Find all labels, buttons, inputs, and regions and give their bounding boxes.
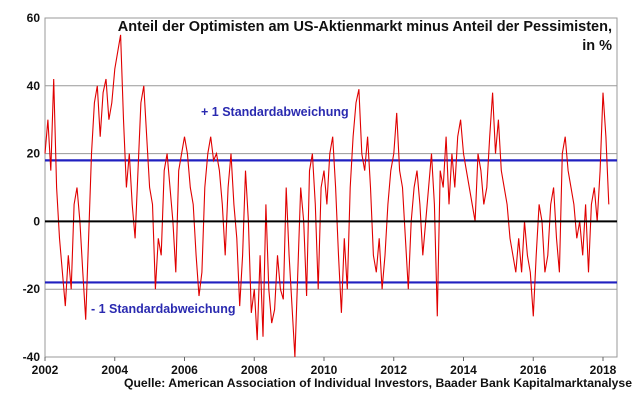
x-tick-label: 2014 — [450, 363, 477, 377]
series-line — [44, 34, 610, 358]
x-tick-label: 2004 — [101, 363, 128, 377]
gridlines — [45, 17, 617, 358]
chart-title-line1: Anteil der Optimisten am US-Aktienmarkt … — [118, 19, 612, 35]
plus-sd-label: + 1 Standardabweichung — [201, 105, 349, 119]
x-tick-label: 2006 — [171, 363, 198, 377]
y-axis-ticks: 60 40 20 0 -20 -40 — [23, 11, 41, 364]
x-tick-label: 2008 — [241, 363, 268, 377]
reference-lines — [45, 159, 617, 284]
x-tick-label: 2012 — [380, 363, 407, 377]
minus-sd-label: - 1 Standardabweichung — [91, 302, 235, 316]
y-tick-label: 60 — [27, 11, 41, 25]
x-tick-label: 2016 — [520, 363, 547, 377]
y-tick-label: 0 — [33, 214, 40, 228]
x-tick-label: 2018 — [590, 363, 617, 377]
x-tick-label: 2002 — [32, 363, 59, 377]
y-tick-label: -40 — [23, 350, 41, 364]
y-tick-label: -20 — [23, 282, 41, 296]
source-note: Quelle: American Association of Individu… — [124, 376, 632, 390]
chart-title-line2: in % — [582, 38, 612, 54]
y-tick-label: 40 — [27, 79, 41, 93]
x-axis-ticks: 2002 2004 2006 2008 2010 2012 2014 2016 2018 — [32, 357, 617, 377]
y-tick-label: 20 — [27, 147, 41, 161]
x-tick-label: 2010 — [311, 363, 338, 377]
